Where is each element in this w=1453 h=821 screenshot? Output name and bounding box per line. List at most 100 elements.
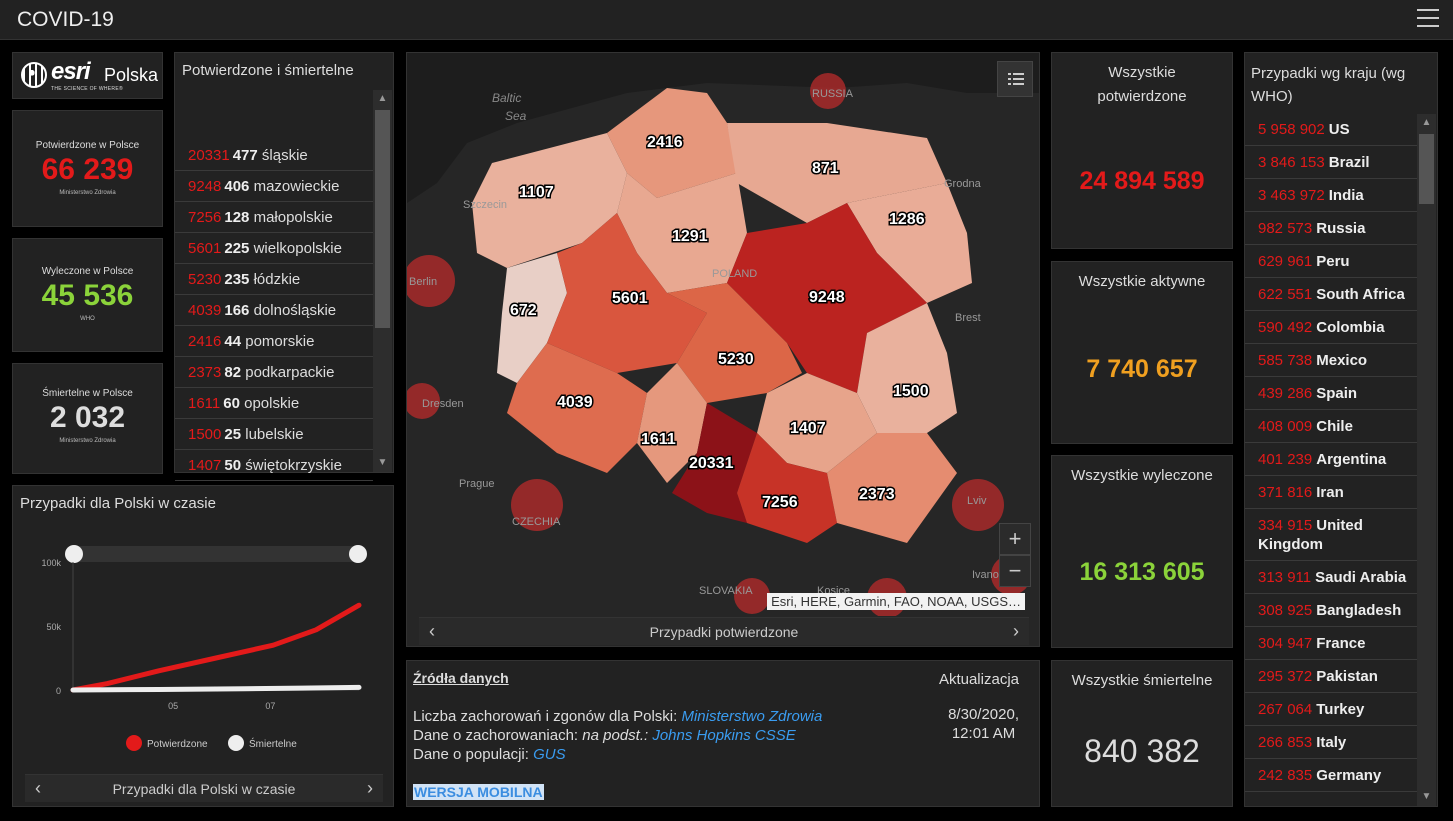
- region-row[interactable]: 1611 60 opolskie: [175, 388, 373, 419]
- voivodeship-malopolskie[interactable]: [737, 433, 837, 543]
- voivodeship-lodzkie[interactable]: [667, 283, 802, 403]
- global-confirmed-label: Wszystkie potwierdzone: [1097, 64, 1187, 105]
- country-name: Colombia: [1316, 319, 1385, 336]
- legend-list-button[interactable]: [997, 61, 1033, 97]
- place-brest: Brest: [955, 312, 981, 324]
- map-attribution[interactable]: Esri, HERE, Garmin, FAO, NOAA, USGS…: [767, 593, 1025, 610]
- zoom-in-button[interactable]: +: [999, 523, 1031, 555]
- voivodeship-wielkopolskie[interactable]: [547, 213, 707, 373]
- country-row[interactable]: 622 551 South Africa: [1245, 278, 1417, 311]
- mobile-version-link[interactable]: WERSJA MOBILNA: [413, 784, 544, 800]
- country-row[interactable]: 304 947 France: [1245, 627, 1417, 660]
- country-row[interactable]: 439 286 Spain: [1245, 377, 1417, 410]
- country-row[interactable]: 295 372 Pakistan: [1245, 660, 1417, 693]
- label-slaskie: 20331: [689, 455, 734, 472]
- zoom-out-button[interactable]: −: [999, 555, 1031, 587]
- region-deaths: 44: [224, 333, 242, 350]
- region-row[interactable]: 2373 82 podkarpackie: [175, 357, 373, 388]
- region-row[interactable]: 5601 225 wielkopolskie: [175, 233, 373, 264]
- voivodeship-pomorskie[interactable]: [607, 88, 737, 198]
- time-slider-right-handle[interactable]: [349, 545, 367, 563]
- country-row[interactable]: 242 835 Germany: [1245, 759, 1417, 792]
- bubble-berlin[interactable]: [407, 255, 455, 307]
- country-row[interactable]: 371 816 Iran: [1245, 476, 1417, 509]
- region-row[interactable]: 2416 44 pomorskie: [175, 326, 373, 357]
- menu-icon[interactable]: [1417, 9, 1439, 29]
- country-value: 3 846 153: [1258, 154, 1325, 171]
- countries-scroll-down-icon[interactable]: ▼: [1421, 791, 1432, 802]
- voivodeship-mazowieckie[interactable]: [727, 203, 927, 393]
- country-name: Mexico: [1316, 352, 1368, 369]
- next-chart-icon[interactable]: ›: [367, 778, 373, 798]
- map-canvas[interactable]: 2416 871 1107 1291 1286 672 5601 9248 52…: [407, 53, 1040, 616]
- jhu-link[interactable]: Johns Hopkins CSSE: [652, 727, 796, 744]
- time-chart-header: Przypadki dla Polski w czasie: [20, 495, 216, 512]
- bubble-russia[interactable]: [810, 73, 846, 109]
- prev-chart-icon[interactable]: ‹: [35, 778, 41, 798]
- bubble-dresden[interactable]: [407, 383, 440, 419]
- global-deaths-card: Wszystkie śmiertelne 840 382: [1051, 660, 1233, 807]
- global-active-card: Wszystkie aktywne 7 740 657: [1051, 261, 1233, 444]
- country-row[interactable]: 629 961 Peru: [1245, 245, 1417, 278]
- ministry-link[interactable]: Ministerstwo Zdrowia: [681, 708, 823, 725]
- voivodeship-lubuskie[interactable]: [497, 253, 567, 383]
- country-row[interactable]: 308 925 Bangladesh: [1245, 594, 1417, 627]
- voivodeship-podkarpackie[interactable]: [827, 433, 957, 543]
- map-panel[interactable]: 2416 871 1107 1291 1286 672 5601 9248 52…: [406, 52, 1040, 647]
- region-row[interactable]: 7256 128 małopolskie: [175, 202, 373, 233]
- voivodeship-opolskie[interactable]: [637, 363, 707, 483]
- label-malopolskie: 7256: [762, 494, 798, 511]
- country-row[interactable]: 266 853 Italy: [1245, 726, 1417, 759]
- prev-map-icon[interactable]: ‹: [429, 621, 435, 641]
- region-row[interactable]: 5230 235 łódzkie: [175, 264, 373, 295]
- countries-list: 5 958 902 US 3 846 153 Brazil 3 463 972 India…: [1245, 113, 1417, 792]
- region-row[interactable]: 1407 50 świętokrzyskie: [175, 450, 373, 481]
- time-slider-left-handle[interactable]: [65, 545, 83, 563]
- country-row[interactable]: 267 064 Turkey: [1245, 693, 1417, 726]
- regions-scrollbar[interactable]: ▲ ▼: [373, 90, 392, 472]
- country-row[interactable]: 585 738 Mexico: [1245, 344, 1417, 377]
- voivodeship-warminsko-mazurskie[interactable]: [727, 123, 947, 223]
- regions-list: 20331 477 śląskie 9248 406 mazowieckie 7256 1…: [175, 140, 373, 523]
- country-row[interactable]: 982 573 Russia: [1245, 212, 1417, 245]
- region-row[interactable]: 9248 406 mazowieckie: [175, 171, 373, 202]
- voivodeship-podlaskie[interactable]: [847, 183, 972, 303]
- country-row[interactable]: 5 958 902 US: [1245, 113, 1417, 146]
- region-deaths: 60: [223, 395, 240, 412]
- voivodeship-kujawsko-pomorskie[interactable]: [617, 173, 747, 293]
- regions-scroll-thumb[interactable]: [375, 110, 390, 328]
- voivodeship-swietokrzyskie[interactable]: [757, 373, 877, 473]
- region-row[interactable]: 20331 477 śląskie: [175, 140, 373, 171]
- countries-scroll-up-icon[interactable]: ▲: [1421, 117, 1432, 128]
- voivodeship-slaskie[interactable]: [672, 403, 757, 523]
- country-row[interactable]: 590 492 Colombia: [1245, 311, 1417, 344]
- country-name: Iran: [1316, 484, 1344, 501]
- place-czechia: CZECHIA: [512, 516, 561, 528]
- country-row[interactable]: 313 911 Saudi Arabia: [1245, 561, 1417, 594]
- bubble-czechia[interactable]: [511, 479, 563, 531]
- next-map-icon[interactable]: ›: [1013, 621, 1019, 641]
- time-slider-track[interactable]: [73, 546, 359, 562]
- scroll-down-icon[interactable]: ▼: [377, 457, 388, 468]
- bubble-slovakia[interactable]: [734, 578, 770, 614]
- gus-link[interactable]: GUS: [533, 746, 566, 763]
- region-confirmed: 20331: [188, 147, 230, 164]
- voivodeship-dolnoslaskie[interactable]: [507, 343, 647, 473]
- region-row[interactable]: 1500 25 lubelskie: [175, 419, 373, 450]
- voivodeship-zachodniopomorskie[interactable]: [472, 133, 627, 268]
- countries-scroll-thumb[interactable]: [1419, 134, 1434, 204]
- country-value: 313 911: [1258, 569, 1312, 586]
- country-row[interactable]: 401 239 Argentina: [1245, 443, 1417, 476]
- bubble-lviv[interactable]: [952, 479, 1004, 531]
- country-row[interactable]: 408 009 Chile: [1245, 410, 1417, 443]
- country-row[interactable]: 334 915 United Kingdom: [1245, 509, 1417, 561]
- scroll-up-icon[interactable]: ▲: [377, 93, 388, 104]
- countries-scrollbar[interactable]: ▲ ▼: [1417, 114, 1436, 806]
- region-row[interactable]: 4039 166 dolnośląskie: [175, 295, 373, 326]
- voivodeship-lubelskie[interactable]: [857, 303, 957, 433]
- country-value: 334 915: [1258, 517, 1313, 534]
- country-row[interactable]: 3 463 972 India: [1245, 179, 1417, 212]
- place-russia: RUSSIA: [812, 88, 854, 100]
- time-chart-footer: ‹ Przypadki dla Polski w czasie ›: [25, 774, 383, 802]
- country-row[interactable]: 3 846 153 Brazil: [1245, 146, 1417, 179]
